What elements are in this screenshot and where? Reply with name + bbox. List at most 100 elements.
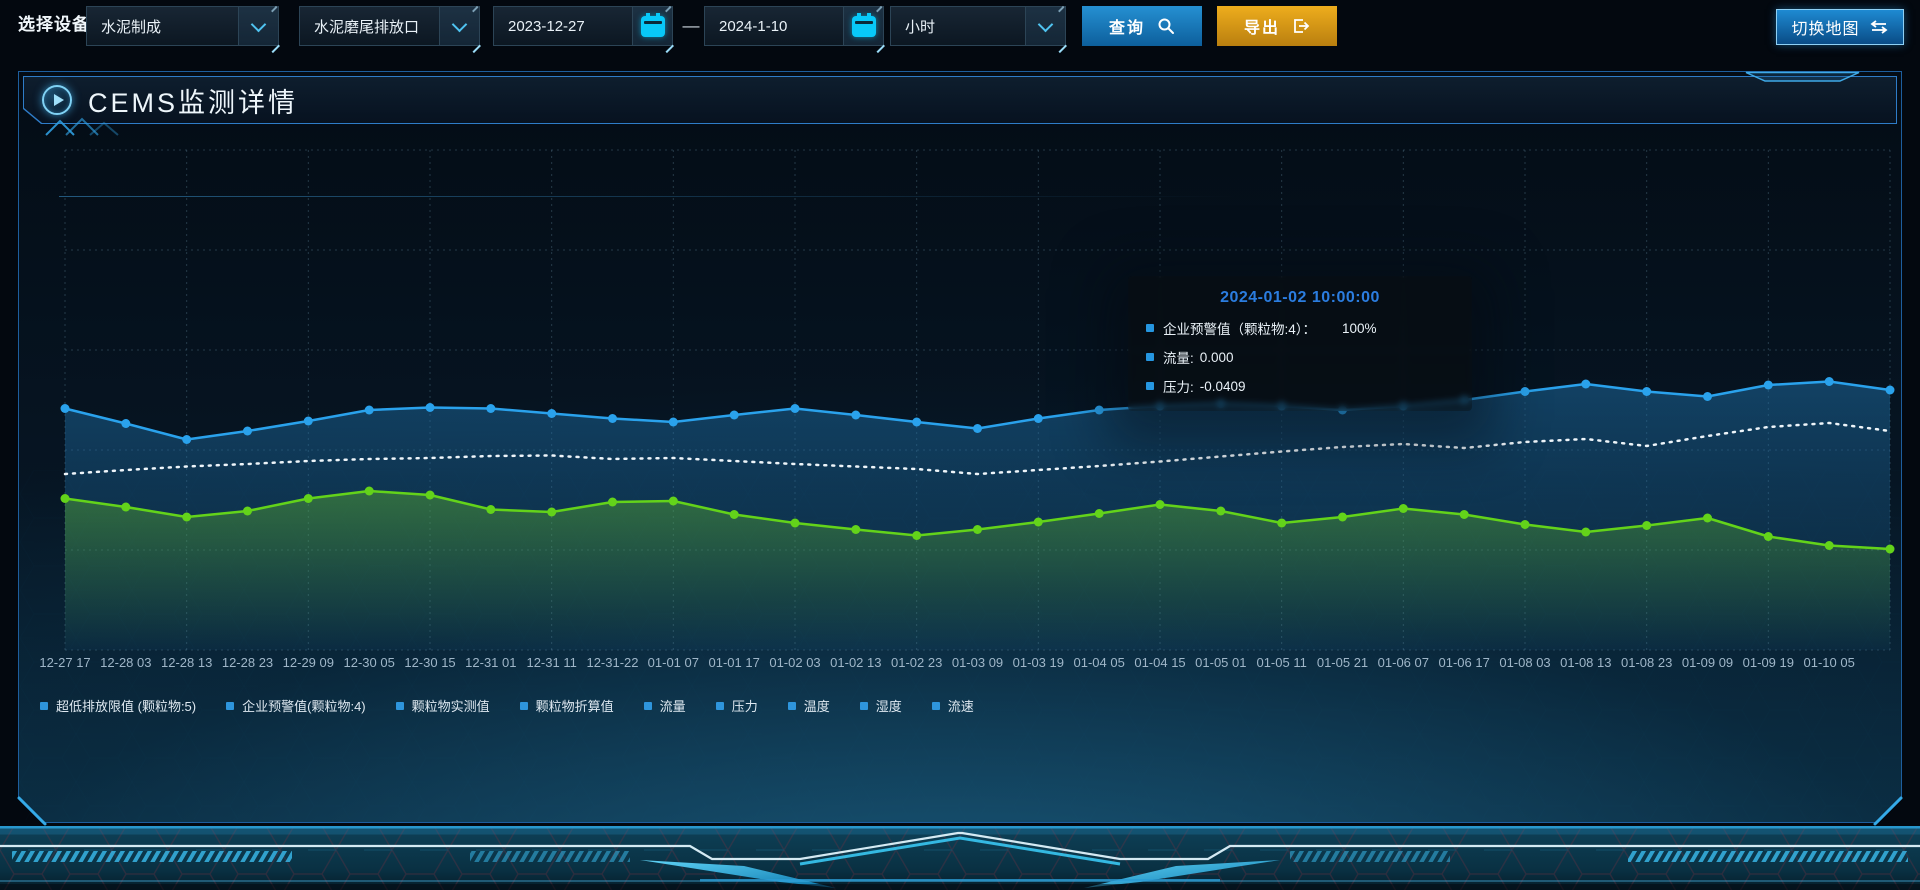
legend-label: 颗粒物实测值 [411,699,490,714]
start-date-picker-button[interactable] [632,7,672,45]
x-axis-label: 01-05 21 [1316,655,1369,670]
export-icon [1294,19,1310,33]
device-label: 选择设备 [18,15,90,34]
legend-item[interactable]: 颗粒物折算值 [519,696,614,715]
tooltip-label: 压力: [1163,380,1194,395]
line-chart[interactable] [60,149,1895,651]
legend-item[interactable]: 企业预警值(颗粒物:4) [226,696,366,715]
tooltip-value: 0.000 [1199,349,1234,365]
interval-select-value: 小时 [905,18,936,36]
start-date-value: 2023-12-27 [508,17,585,35]
switch-map-button-label: 切换地图 [1791,21,1860,38]
end-date-picker-button[interactable] [843,7,883,45]
x-axis-label: 12-30 05 [343,655,395,670]
tooltip-rows: 企业预警值（颗粒物:4）： 100% 流量: 0.000 压力: -0.0409 [1146,318,1454,396]
x-axis-label: 01-03 09 [951,655,1004,670]
query-button[interactable]: 查询 [1082,6,1202,46]
legend-marker-icon [395,701,404,710]
x-axis-label: 12-28 23 [221,655,274,670]
legend-label: 温度 [803,699,830,714]
x-axis-label: 12-31-22 [586,655,639,670]
x-axis-label: 01-04 05 [1073,655,1125,670]
legend-item[interactable]: 湿度 [859,696,902,715]
device-select-value: 水泥制成 [101,18,162,36]
interval-select[interactable]: 小时 [890,6,1066,46]
x-axis-label: 12-28 13 [160,655,213,670]
start-date-input[interactable]: 2023-12-27 [493,6,673,46]
interval-select-arrow-box[interactable] [1025,7,1065,45]
outlet-select[interactable]: 水泥磨尾排放口 [299,6,480,46]
tooltip-marker-icon [1146,353,1154,361]
query-button-label: 查询 [1108,20,1145,37]
legend-label: 压力 [731,699,758,714]
x-axis-label: 01-06 17 [1438,655,1490,670]
legend-marker-icon [859,701,868,710]
x-axis-label: 01-01 17 [708,655,760,670]
date-range-separator: — [682,16,700,35]
switch-map-button[interactable]: 切换地图 [1776,9,1904,45]
end-date-input[interactable]: 2024-1-10 [704,6,884,46]
legend-label: 流量 [659,699,686,714]
legend-item[interactable]: 超低排放限值 (颗粒物:5) [40,696,196,715]
device-select[interactable]: 水泥制成 [86,6,279,46]
legend-item[interactable]: 颗粒物实测值 [395,696,490,715]
toolbar: 选择设备 水泥制成 水泥磨尾排放口 2023-12-27 — 2024-1-10… [0,0,1920,56]
x-axis-label: 01-02 03 [769,655,821,670]
x-axis-label: 01-08 13 [1560,655,1612,670]
device-select-arrow-box[interactable] [238,7,278,45]
calendar-icon [640,12,665,37]
tooltip-label: 企业预警值（颗粒物:4）： [1163,322,1317,337]
legend-item[interactable]: 压力 [715,696,758,715]
x-axis-label: 12-27 17 [39,655,91,670]
chart-tooltip: 2024-01-02 10:00:00 企业预警值（颗粒物:4）： 100% 流量:… [1128,276,1472,411]
panel-title: CEMS监测详情 [88,87,299,118]
x-axis-label: 01-04 15 [1134,655,1186,670]
legend-item[interactable]: 温度 [787,696,830,715]
x-axis-label: 12-31 01 [465,655,517,670]
x-axis-label: 12-31 11 [526,655,577,670]
tooltip-marker-icon [1146,382,1154,390]
legend-marker-icon [40,701,48,710]
outlet-select-arrow-box[interactable] [439,7,479,45]
x-axis-label: 01-02 13 [830,655,882,670]
legend-marker-icon [931,701,940,710]
legend-marker-icon [226,701,235,710]
legend-label: 超低排放限值 (颗粒物:5) [56,699,197,714]
legend-marker-icon [715,701,724,710]
search-icon [1158,18,1174,34]
legend-label: 企业预警值(颗粒物:4) [242,699,366,714]
tooltip-row: 流量: 0.000 [1146,347,1454,367]
chevron-down-icon [1037,16,1054,32]
x-axis-label: 01-08 03 [1499,655,1551,670]
legend-item[interactable]: 流量 [643,696,686,715]
legend-label: 颗粒物折算值 [535,699,614,714]
x-axis-label: 01-08 23 [1620,655,1673,670]
play-icon [42,85,72,115]
tooltip-label: 流量: [1163,351,1194,366]
x-axis-label: 01-09 09 [1681,655,1734,670]
x-axis-label: 01-10 05 [1803,655,1855,670]
tooltip-value: 100% [1342,320,1377,336]
x-axis-label: 01-05 11 [1256,655,1307,670]
legend-marker-icon [643,701,652,710]
legend-label: 湿度 [875,699,902,714]
x-axis-label: 01-02 23 [890,655,943,670]
x-axis-label: 01-06 07 [1377,655,1429,670]
x-axis-label: 01-03 19 [1012,655,1064,670]
tooltip-row: 压力: -0.0409 [1146,376,1454,396]
legend-marker-icon [519,701,528,710]
x-axis-label: 01-09 19 [1742,655,1794,670]
x-axis-labels: 12-27 17 12-28 03 12-28 13 12-28 23 12-29 09… [39,655,1890,675]
legend-item[interactable]: 流速 [931,696,974,715]
tooltip-row: 企业预警值（颗粒物:4）： 100% [1146,318,1454,338]
outlet-select-value: 水泥磨尾排放口 [314,18,420,36]
x-axis-label: 12-30 15 [404,655,456,670]
chevron-down-icon [250,16,267,32]
chevron-down-icon [451,16,468,32]
x-axis-label: 01-01 07 [647,655,699,670]
tooltip-timestamp: 2024-01-02 10:00:00 [1220,289,1380,306]
footer-decoration [0,826,1920,890]
export-button-label: 导出 [1243,20,1280,37]
tooltip-marker-icon [1146,324,1154,332]
export-button[interactable]: 导出 [1217,6,1337,46]
